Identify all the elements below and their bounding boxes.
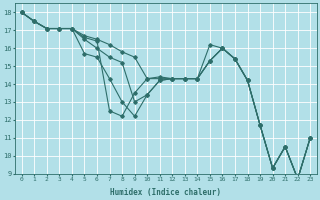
X-axis label: Humidex (Indice chaleur): Humidex (Indice chaleur) — [110, 188, 221, 197]
